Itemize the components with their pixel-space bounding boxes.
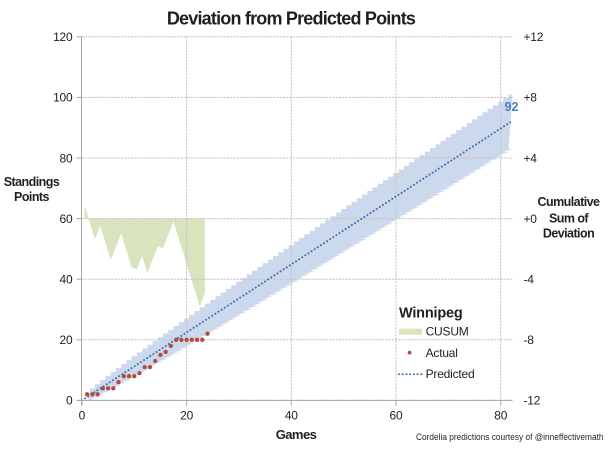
svg-text:60: 60 (390, 409, 403, 423)
svg-text:-12: -12 (524, 394, 541, 408)
svg-text:40: 40 (60, 273, 73, 287)
svg-text:+8: +8 (524, 91, 538, 105)
svg-text:-8: -8 (524, 333, 535, 347)
svg-text:Predicted: Predicted (426, 367, 475, 381)
svg-text:80: 80 (60, 151, 73, 165)
svg-text:Points: Points (14, 190, 49, 204)
svg-text:Games: Games (276, 427, 317, 442)
svg-text:Deviation: Deviation (543, 227, 594, 241)
svg-text:+0: +0 (524, 212, 538, 226)
svg-text:Deviation from Predicted Point: Deviation from Predicted Points (167, 9, 416, 29)
svg-text:+12: +12 (524, 30, 544, 44)
svg-text:+4: +4 (524, 151, 538, 165)
svg-text:Actual: Actual (426, 346, 458, 360)
svg-text:92: 92 (505, 100, 519, 114)
svg-text:120: 120 (53, 30, 73, 44)
svg-text:0: 0 (79, 409, 86, 423)
svg-text:Cordelia predictions courtesy: Cordelia predictions courtesy of @inneff… (416, 432, 604, 443)
svg-text:Sum of: Sum of (549, 212, 589, 226)
svg-text:20: 20 (180, 409, 193, 423)
svg-text:20: 20 (60, 333, 73, 347)
svg-text:Winnipeg: Winnipeg (399, 305, 463, 321)
svg-text:60: 60 (60, 212, 73, 226)
svg-text:80: 80 (494, 409, 507, 423)
svg-text:40: 40 (285, 409, 298, 423)
svg-text:CUSUM: CUSUM (426, 325, 469, 339)
svg-text:0: 0 (66, 394, 73, 408)
svg-text:-4: -4 (524, 273, 535, 287)
svg-text:Cumulative: Cumulative (538, 195, 600, 209)
svg-text:Standings: Standings (4, 175, 60, 189)
svg-text:100: 100 (53, 91, 73, 105)
